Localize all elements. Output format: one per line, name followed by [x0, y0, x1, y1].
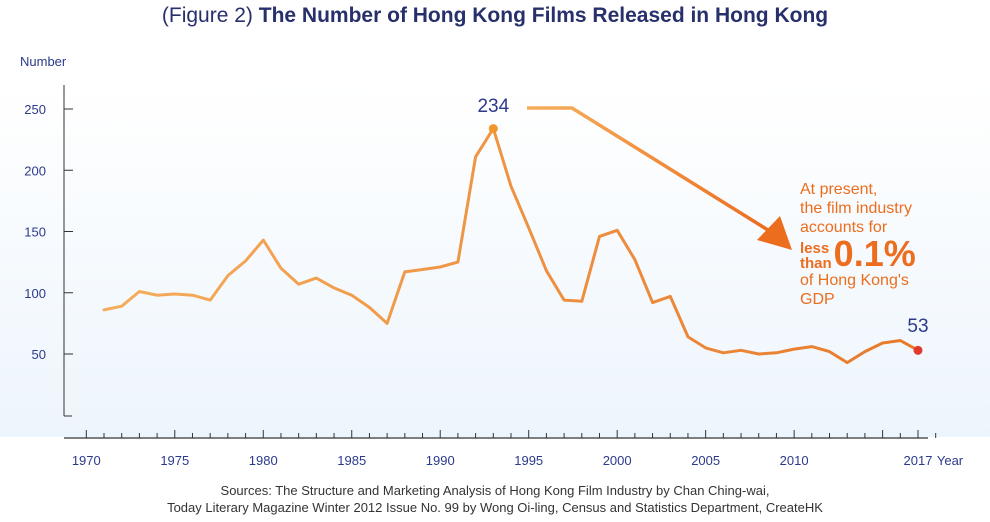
data-point [527, 226, 531, 230]
data-point [314, 276, 318, 280]
chart-background [0, 85, 990, 437]
x-tick-label: 2017 [904, 453, 933, 468]
x-tick-label: 1990 [426, 453, 455, 468]
data-point [438, 265, 442, 269]
y-axis-label: Number [20, 54, 67, 69]
data-point [898, 339, 902, 343]
data-point [279, 266, 283, 270]
data-point [226, 274, 230, 278]
callout-than: than [800, 255, 832, 272]
x-tick-label: 2000 [603, 453, 632, 468]
data-point [580, 299, 584, 303]
y-tick-label: 200 [24, 163, 46, 178]
decline-arrow-shaft [527, 106, 769, 232]
callout-percentage: 0.1% [833, 233, 916, 274]
data-point [704, 346, 708, 350]
peak-label: 234 [477, 96, 509, 117]
data-point [774, 351, 778, 355]
data-point [721, 351, 725, 355]
x-tick-label: 1985 [337, 453, 366, 468]
peak-dot [488, 124, 498, 134]
data-point [155, 293, 159, 297]
data-point [615, 228, 619, 232]
data-point [385, 321, 389, 325]
data-point [597, 234, 601, 238]
data-point [190, 293, 194, 297]
data-point [544, 269, 548, 273]
sources-line-2: Today Literary Magazine Winter 2012 Issu… [167, 500, 823, 515]
callout-line-4: less than 0.1% [800, 236, 960, 272]
data-point [633, 258, 637, 262]
data-point [350, 293, 354, 297]
decline-arrow-head [757, 216, 792, 250]
callout-line-6: GDP [800, 291, 835, 308]
figure-label: (Figure 2) [161, 4, 253, 27]
chart-title: (Figure 2) The Number of Hong Kong Films… [0, 4, 990, 28]
data-point [651, 301, 655, 305]
data-point [863, 350, 867, 354]
callout-less: less [800, 240, 830, 257]
gdp-callout: At present, the film industry accounts f… [800, 180, 960, 309]
x-tick-label: 1980 [249, 453, 278, 468]
data-point [828, 350, 832, 354]
callout-line-5: of Hong Kong's [800, 272, 909, 289]
data-point [810, 345, 814, 349]
data-point [757, 352, 761, 356]
series-line [102, 127, 920, 365]
data-point [120, 304, 124, 308]
x-tick-label: 1975 [160, 453, 189, 468]
x-axis-label: Year [937, 453, 964, 468]
data-point [792, 347, 796, 351]
data-point [845, 361, 849, 365]
callout-line-2: the film industry [800, 200, 913, 217]
less-than-stack: less than [800, 241, 832, 271]
data-point [456, 260, 460, 264]
data-point [332, 286, 336, 290]
callout-line-3: accounts for [800, 219, 888, 236]
data-point [297, 282, 301, 286]
data-point [208, 298, 212, 302]
data-point [403, 270, 407, 274]
sources-line-1: Sources: The Structure and Marketing Ana… [220, 483, 770, 498]
y-tick-label: 100 [24, 286, 46, 301]
data-point [668, 294, 672, 298]
sources-note: Sources: The Structure and Marketing Ana… [0, 482, 990, 516]
y-tick-label: 50 [32, 347, 46, 362]
data-point [244, 259, 248, 263]
x-tick-label: 1970 [72, 453, 101, 468]
x-tick-label: 2005 [691, 453, 720, 468]
data-point [421, 267, 425, 271]
data-point [881, 341, 885, 345]
callout-line-1: At present, [800, 181, 878, 198]
data-point [686, 335, 690, 339]
data-point [474, 155, 478, 159]
data-point [509, 184, 513, 188]
end-label: 53 [907, 316, 928, 337]
data-point [562, 298, 566, 302]
data-point [739, 348, 743, 352]
data-point [137, 290, 141, 294]
title-text: The Number of Hong Kong Films Released i… [258, 4, 829, 27]
y-tick-label: 250 [24, 102, 46, 117]
x-tick-label: 1995 [514, 453, 543, 468]
end-dot [913, 345, 923, 355]
y-tick-label: 150 [24, 225, 46, 240]
data-point [102, 308, 106, 312]
data-point [173, 292, 177, 296]
data-point [367, 305, 371, 309]
data-point [261, 238, 265, 242]
x-tick-label: 2010 [780, 453, 809, 468]
